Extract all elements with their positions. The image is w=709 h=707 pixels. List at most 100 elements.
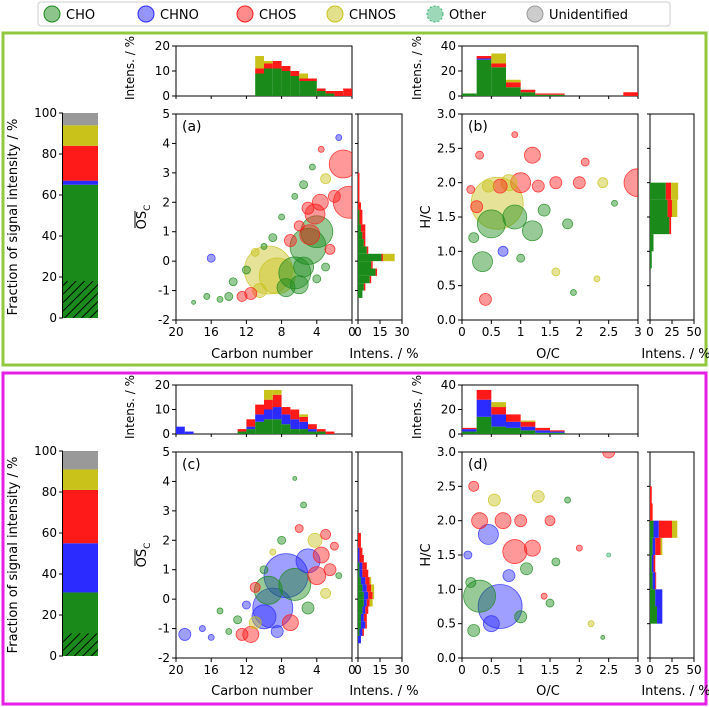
side-hist-bar-chnos (372, 591, 375, 600)
scatter-point (251, 604, 277, 630)
side-hist-bar-cho (358, 569, 360, 578)
top-hist-bar-chos (264, 63, 273, 69)
scatter-point (497, 245, 509, 257)
top-hist-bar-cho (520, 92, 536, 96)
xlabel-a: Carbon number (211, 347, 313, 362)
side-hist-bar-chos (366, 584, 372, 592)
side-hist-bar-chos (665, 182, 672, 200)
scatter-point (259, 565, 269, 575)
scatter-point (597, 177, 609, 189)
scatter-point (465, 577, 477, 588)
side-hist-bar-cho (358, 224, 361, 232)
scatter-point (269, 548, 277, 556)
scatter-point (572, 176, 586, 190)
top-hist-bar-chno (264, 409, 273, 420)
side-hist-bar-chnos (369, 577, 372, 585)
scatter-point (178, 628, 192, 641)
stack-tick-label: 0 (49, 311, 57, 325)
y-tick-label: 0 (162, 254, 170, 268)
top-hist-bar-chnos (299, 414, 308, 417)
scatter-point (268, 233, 278, 243)
stack-hatch (63, 281, 98, 318)
top-hist-tick-label: 10 (155, 403, 170, 417)
top-hist-bar-cho (535, 432, 550, 434)
top-hist-bar-chno (255, 414, 264, 422)
y-tick-label: 1.5 (437, 210, 456, 224)
side-hist-bar-chos (658, 520, 672, 538)
stack-tick-label: 80 (42, 147, 57, 161)
side-hist-bar-cho (650, 199, 668, 217)
scatter-point (600, 635, 606, 640)
y-tick-label: 0.0 (437, 313, 456, 327)
scatter-point (258, 257, 296, 295)
top-hist-bar-chos (325, 431, 335, 434)
y-tick-label: 0 (162, 592, 170, 606)
top-hist-bar-chno (520, 426, 536, 431)
ylabel-b: H/C (419, 205, 434, 228)
scatter-point (191, 299, 197, 305)
xlabel-d: O/C (536, 684, 560, 699)
scatter-point (514, 610, 528, 624)
side-hist-bar-chnos (671, 182, 679, 200)
stack-chart-top: 0 20 40 60 80 100 (34, 106, 98, 325)
side-hist-bar-cho (358, 231, 363, 240)
top-hist-bar-chnos (491, 402, 506, 408)
y-tick-label: 0.0 (437, 651, 456, 665)
scatter-point (216, 295, 224, 303)
stack-hatch (63, 633, 98, 656)
top-hist-bar-cho (316, 91, 326, 96)
stack-tick-label: 20 (42, 608, 57, 622)
scatter-point (623, 168, 638, 198)
scatter-point (606, 552, 612, 558)
top-hist-bar-chos (535, 427, 550, 431)
stack-segment-unidentified (63, 451, 98, 470)
top-hist-bar-chos (308, 424, 317, 430)
scatter-point (292, 476, 298, 481)
scatter-point (260, 243, 268, 250)
legend-label-other: Other (449, 8, 487, 23)
scatter-point (472, 251, 493, 273)
scatter-point (324, 243, 336, 255)
scatter-point (520, 562, 533, 576)
scatter-point (481, 179, 495, 193)
side-hist-bar-cho (358, 613, 361, 622)
scatter-point (502, 204, 528, 230)
scatter-point (466, 185, 476, 194)
scatter-point (562, 218, 573, 230)
side-hist-bar-chos (655, 572, 657, 590)
scatter-point (502, 569, 516, 582)
stack-segment-chnos (63, 469, 98, 490)
top-hist-tick-label: 0 (162, 427, 170, 441)
side-hist-bar-cho (650, 251, 652, 269)
scatter-point (611, 199, 618, 207)
side-hist-bar-chno (360, 621, 366, 629)
intens-xlabel-c: Intens. / % (349, 684, 418, 699)
legend-items: CHO CHNO CHOS CHNOS Other Unidentified (43, 5, 628, 23)
scatter-point (492, 178, 508, 194)
y-tick-label: 5 (162, 107, 170, 121)
scatter-point (502, 539, 528, 564)
legend-marker-chnos (326, 5, 344, 23)
legend-label-cho: CHO (66, 8, 95, 23)
top-hist-bar-chos (491, 63, 506, 68)
x-tick-label: 0 (348, 663, 356, 677)
top-hist-bar-chos (316, 429, 326, 432)
side-hist-bar-cho (358, 562, 360, 570)
stack-ylabel-bottom: Fraction of signal intensity / % (6, 457, 21, 654)
scatter-point (470, 200, 484, 214)
x-tick-label: 2.5 (599, 663, 618, 677)
stack-tick-label: 100 (34, 444, 57, 458)
stack-segment-chos (63, 145, 98, 181)
panel-d: (d) 0 0.5 1 1.5 2 2.5 3 0.0 0.5 1.0 1.5 2.0 2.5 3.0 0 20… (437, 378, 702, 677)
top-hist-bar-cho (246, 429, 256, 434)
side-hist-bar-cho (358, 290, 363, 298)
scatter-point (475, 150, 485, 160)
scatter-point (216, 607, 224, 615)
scatter-point (250, 247, 260, 257)
panel-label: (b) (468, 119, 488, 135)
side-hist-bar-chno (358, 635, 361, 644)
y-tick-label: 3 (162, 166, 170, 180)
side-hist-bar-chos (381, 253, 383, 262)
side-hist-bar-cho (358, 599, 364, 607)
